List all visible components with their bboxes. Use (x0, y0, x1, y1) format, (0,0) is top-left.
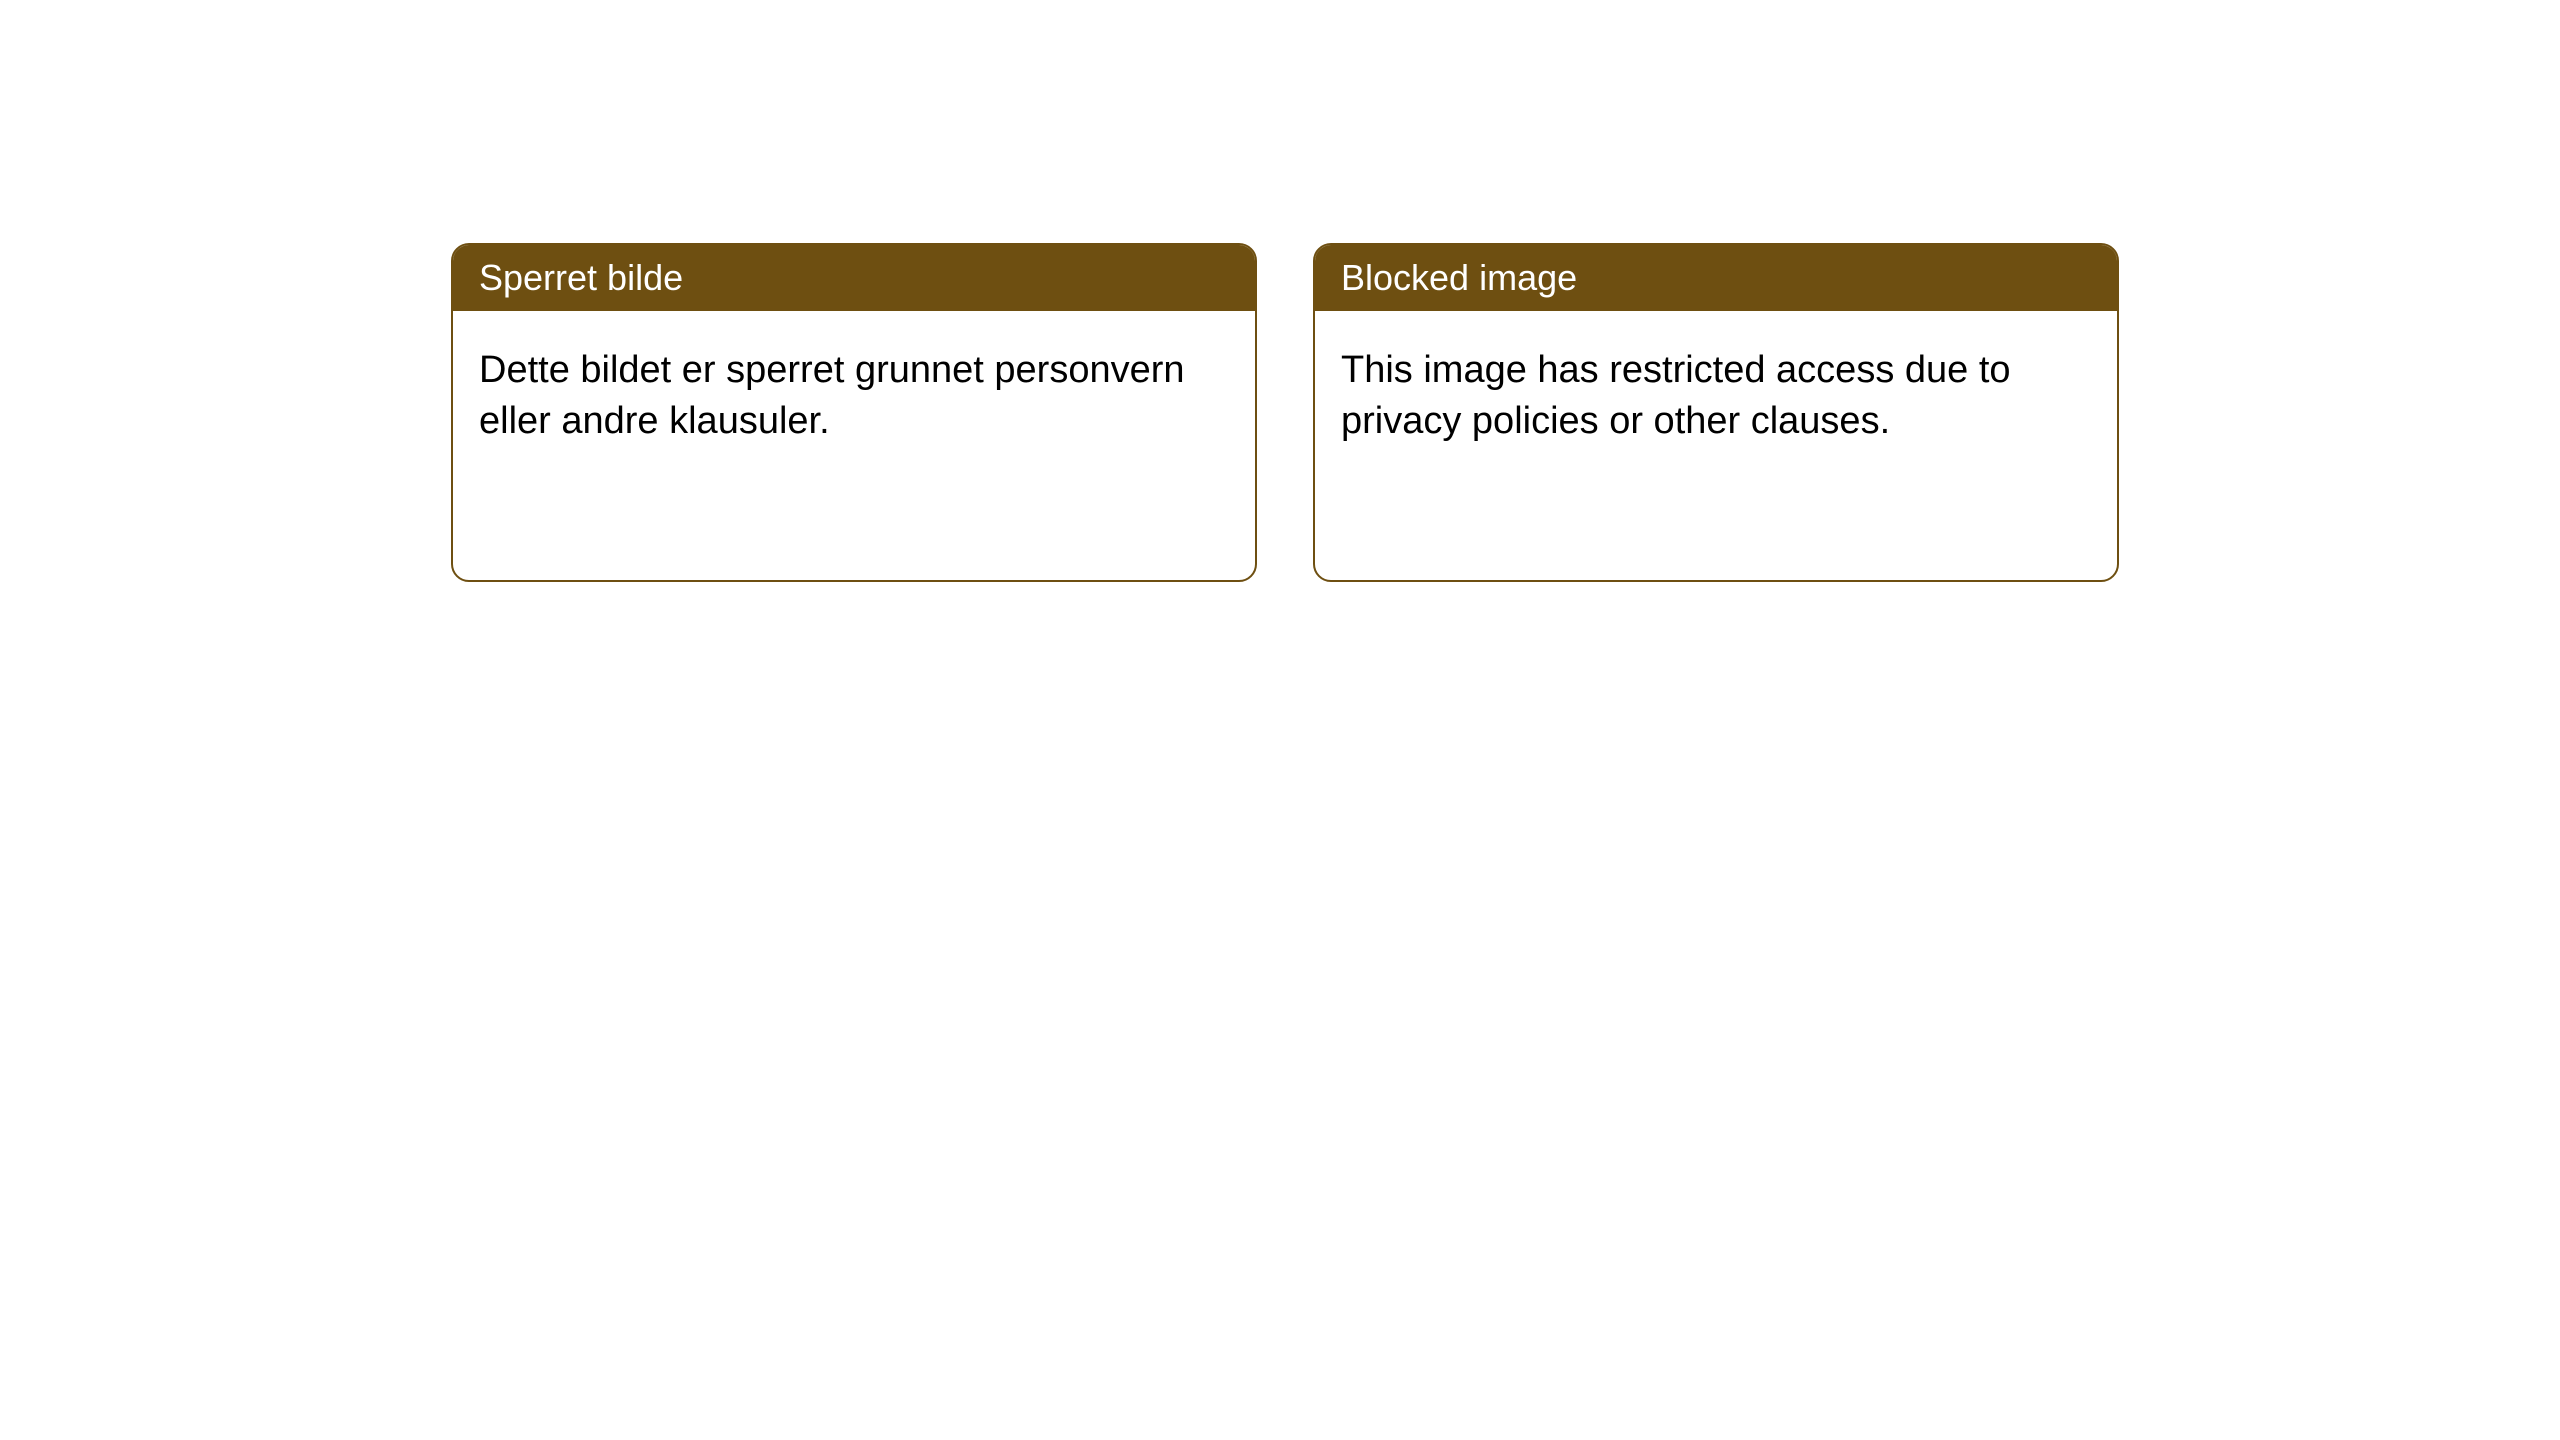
blocked-image-card-no: Sperret bilde Dette bildet er sperret gr… (451, 243, 1257, 582)
card-header-no: Sperret bilde (453, 245, 1255, 311)
card-header-en: Blocked image (1315, 245, 2117, 311)
card-body-text-no: Dette bildet er sperret grunnet personve… (479, 349, 1185, 442)
card-body-en: This image has restricted access due to … (1315, 311, 2117, 482)
card-body-text-en: This image has restricted access due to … (1341, 349, 2011, 442)
card-title-no: Sperret bilde (479, 257, 683, 298)
cards-container: Sperret bilde Dette bildet er sperret gr… (0, 0, 2560, 582)
blocked-image-card-en: Blocked image This image has restricted … (1313, 243, 2119, 582)
card-body-no: Dette bildet er sperret grunnet personve… (453, 311, 1255, 482)
card-title-en: Blocked image (1341, 257, 1577, 298)
